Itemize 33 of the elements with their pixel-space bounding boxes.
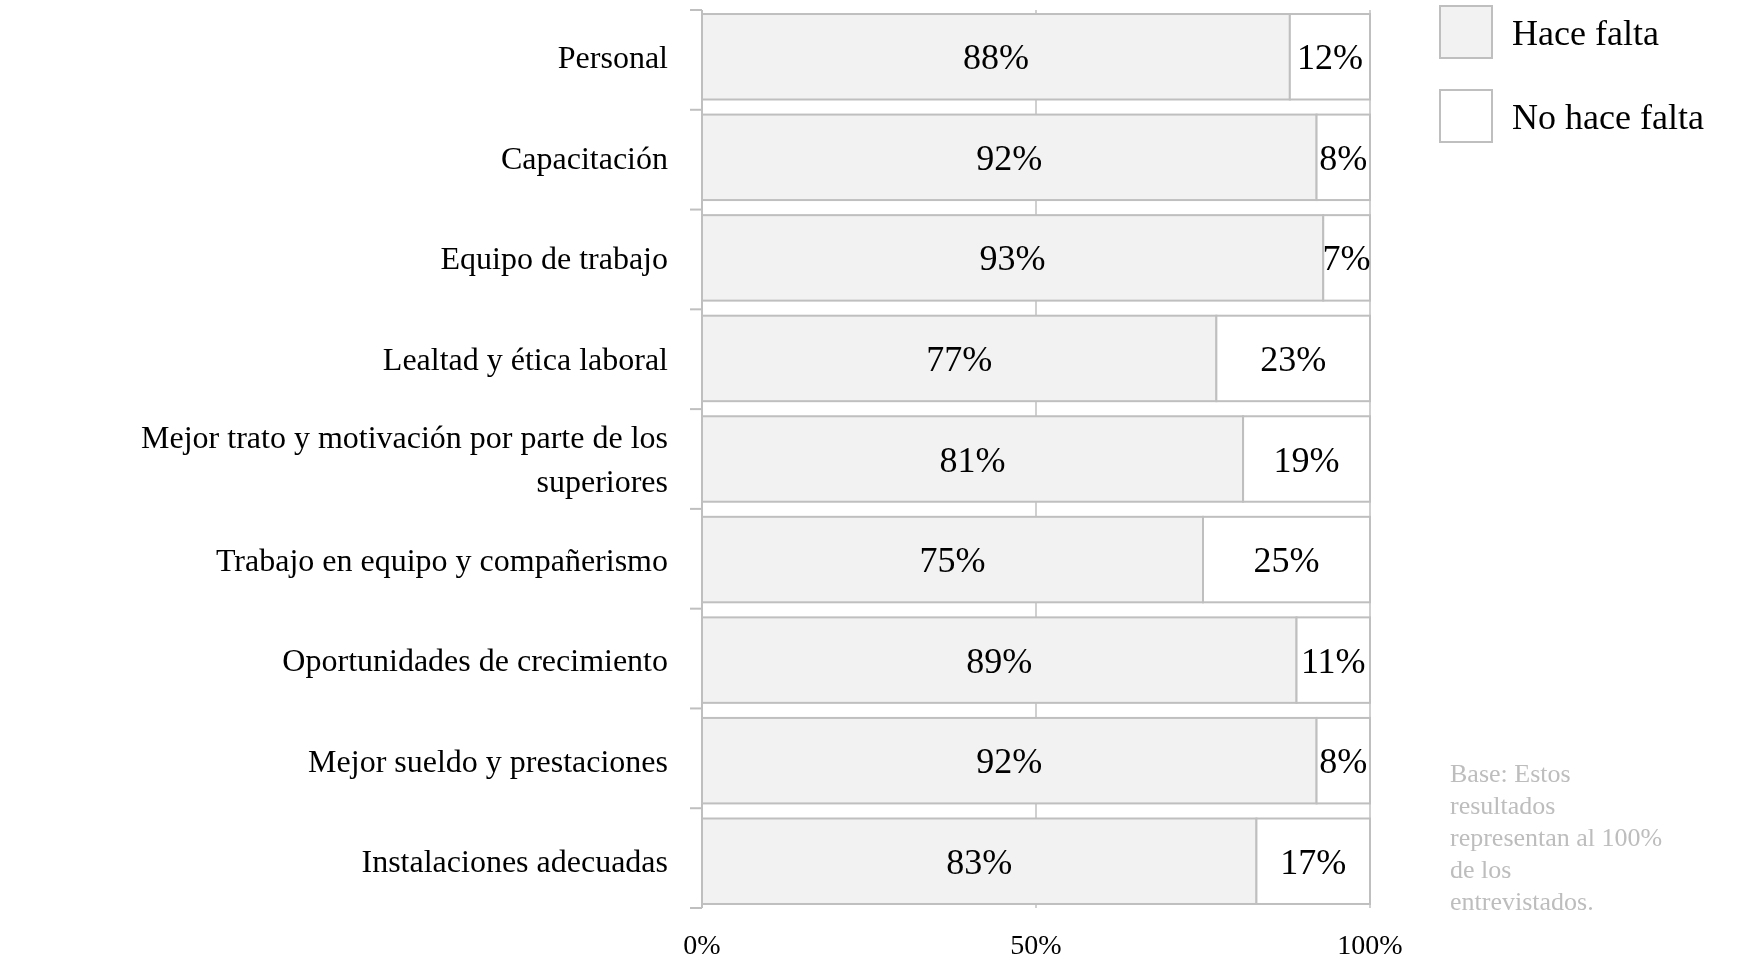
data-label: 8% [1319,137,1368,178]
data-label: 81% [939,439,1006,480]
data-label: 88% [962,37,1029,78]
y-tick-label: Mejor trato y motivación por parte de los superiores [141,419,668,500]
legend-label: Hace falta [1512,12,1659,53]
data-label: 92% [976,137,1043,178]
data-label: 25% [1253,540,1320,581]
y-tick-label: Mejor sueldo y prestaciones [308,742,668,779]
data-label: 7% [1322,238,1371,279]
data-label: 19% [1273,439,1340,480]
data-label: 89% [966,640,1033,681]
data-label: 93% [979,238,1046,279]
legend-label: No hace falta [1512,96,1704,137]
data-label: 11% [1300,640,1366,681]
y-tick-label: Trabajo en equipo y compañerismo [215,541,668,578]
y-tick-label: Instalaciones adecuadas [361,843,668,880]
y-tick-label: Equipo de trabajo [440,240,668,277]
data-label: 8% [1319,741,1368,782]
y-tick-label: Personal [557,38,669,75]
data-label: 83% [946,841,1013,882]
x-tick-label: 0% [683,929,721,960]
data-label: 75% [919,540,986,581]
data-label: 23% [1260,339,1327,380]
data-label: 12% [1296,37,1363,78]
y-tick-label: Lealtad y ética laboral [382,340,669,377]
data-label: 77% [926,339,993,380]
data-label: 17% [1280,841,1347,882]
data-label: 92% [976,741,1043,782]
x-tick-label: 100% [1337,929,1403,960]
y-tick-label: Oportunidades de crecimiento [282,642,668,679]
y-tick-label: Capacitación [500,139,668,176]
text: Base: Estos resultados representan al 100% de los entrevistados. [1450,759,1663,916]
x-tick-label: 50% [1010,929,1062,960]
